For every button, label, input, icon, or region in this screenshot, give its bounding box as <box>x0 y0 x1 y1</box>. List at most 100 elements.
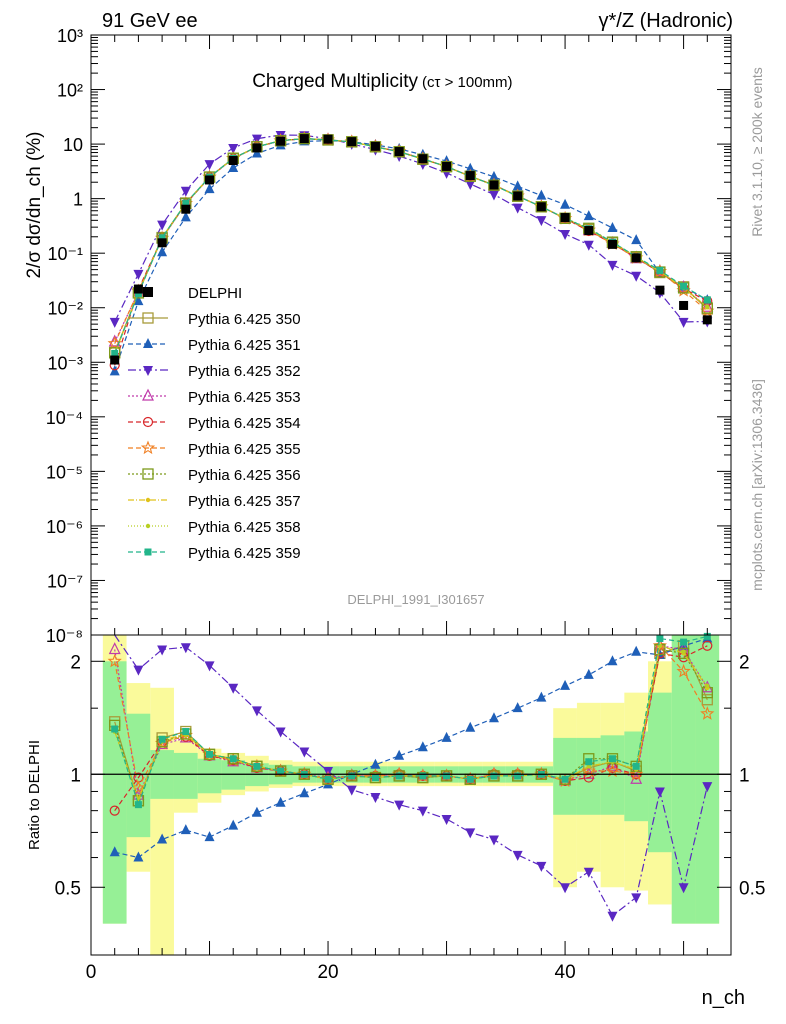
legend-label: Pythia 6.425 354 <box>188 415 301 432</box>
ratio-tick-label-right: 1 <box>739 765 750 786</box>
ratio-point <box>676 663 691 678</box>
data-point <box>110 355 120 365</box>
ratio-point <box>581 763 596 778</box>
ratio-point <box>251 760 263 772</box>
series-point <box>631 271 642 282</box>
y-tick-label: 10⁻⁴ <box>46 408 83 428</box>
series-line <box>114 137 708 355</box>
ratio-point <box>204 831 215 842</box>
ratio-point <box>585 758 593 766</box>
y-tick-label: 10⁻³ <box>47 353 83 373</box>
series-point <box>512 180 523 191</box>
legend-label: Pythia 6.425 356 <box>188 467 301 484</box>
series-point <box>705 304 710 310</box>
ratio-point <box>680 638 688 646</box>
legend-label: Pythia 6.425 359 <box>188 545 301 562</box>
series-point <box>488 170 499 181</box>
series-point <box>157 246 168 257</box>
series-point <box>393 146 405 158</box>
data-point <box>465 171 475 181</box>
series-line <box>114 140 708 372</box>
ratio-point <box>488 712 499 723</box>
main-panel-frame <box>90 34 732 636</box>
ratio-tick-label: 1 <box>70 765 81 786</box>
ratio-point <box>299 747 310 758</box>
series-point <box>111 349 119 357</box>
rivet-version: Rivet 3.1.10, ≥ 200k events <box>749 67 765 237</box>
y-tick-label: 10⁻⁵ <box>46 462 83 482</box>
series-point <box>465 162 476 173</box>
ratio-point <box>108 642 121 655</box>
ratio-point <box>701 694 713 706</box>
axes-ticks: 0 20 4010⁻⁸10⁻⁷10⁻⁶10⁻⁵10⁻⁴10⁻³10⁻²10⁻¹110… <box>46 26 766 983</box>
data-point <box>370 141 380 151</box>
ratio-point <box>557 773 573 788</box>
ratio-point <box>443 772 451 780</box>
ratio-point <box>417 806 428 817</box>
data-point <box>394 147 404 157</box>
ratio-tick-label-right: 0.5 <box>739 878 765 899</box>
series-point <box>607 221 618 232</box>
ratio-point <box>678 883 689 894</box>
data-point <box>442 161 452 171</box>
ratio-point <box>394 749 405 760</box>
ratio-point <box>109 846 120 857</box>
data-point <box>702 315 712 325</box>
ratio-point <box>395 772 403 780</box>
series-point <box>701 299 714 312</box>
series-point <box>678 317 689 328</box>
series-point <box>251 147 262 158</box>
series-point <box>536 216 547 227</box>
ratio-point <box>607 655 618 666</box>
ratio-point <box>490 772 498 780</box>
series-point <box>512 190 524 202</box>
ratio-panel-frame <box>90 634 732 956</box>
data-point <box>655 285 665 295</box>
legend-marker <box>142 416 154 428</box>
series-point <box>228 143 239 154</box>
ratio-point <box>701 680 714 693</box>
ratio-point <box>631 893 642 904</box>
series-point <box>583 240 594 251</box>
legend-marker <box>143 287 153 297</box>
main-panel-series <box>107 130 715 376</box>
series-point <box>204 160 215 171</box>
legend-marker <box>142 388 154 401</box>
ratio-point <box>702 782 713 793</box>
band-stat <box>648 692 672 853</box>
series-point <box>180 186 191 197</box>
series-point <box>204 183 215 194</box>
ratio-point <box>608 755 616 763</box>
series-point <box>417 153 429 165</box>
data-point <box>418 154 428 164</box>
legend-marker <box>140 440 156 455</box>
mcplots-credit: mcplots.cern.ch [arXiv:1306.3436] <box>749 379 765 591</box>
ratio-point <box>158 735 166 743</box>
legend-label: Pythia 6.425 353 <box>188 389 301 406</box>
ratio-point <box>133 665 144 676</box>
ratio-point <box>606 758 619 771</box>
data-point <box>228 156 238 166</box>
ratio-point <box>371 774 379 782</box>
legend-marker <box>145 523 151 529</box>
ratio-point <box>324 775 332 783</box>
ratio-point <box>251 806 262 817</box>
series-point <box>703 296 711 304</box>
y-axis-label: 2/σ dσ/dn_ch (%) <box>24 131 45 278</box>
band-stat <box>600 735 625 815</box>
legend-marker <box>143 338 153 348</box>
data-point <box>323 134 333 144</box>
ratio-point <box>275 796 286 807</box>
band-total <box>150 687 174 955</box>
y-tick-label: 10² <box>57 81 83 101</box>
ratio-point <box>441 815 452 826</box>
ratio-point <box>394 800 405 811</box>
series-point <box>228 161 239 172</box>
series-point <box>560 229 571 240</box>
ratio-point <box>157 645 168 656</box>
x-tick-label: 0 <box>86 962 97 983</box>
ratio-point <box>346 785 357 796</box>
data-point <box>584 226 594 236</box>
legend-label: Pythia 6.425 358 <box>188 519 301 536</box>
